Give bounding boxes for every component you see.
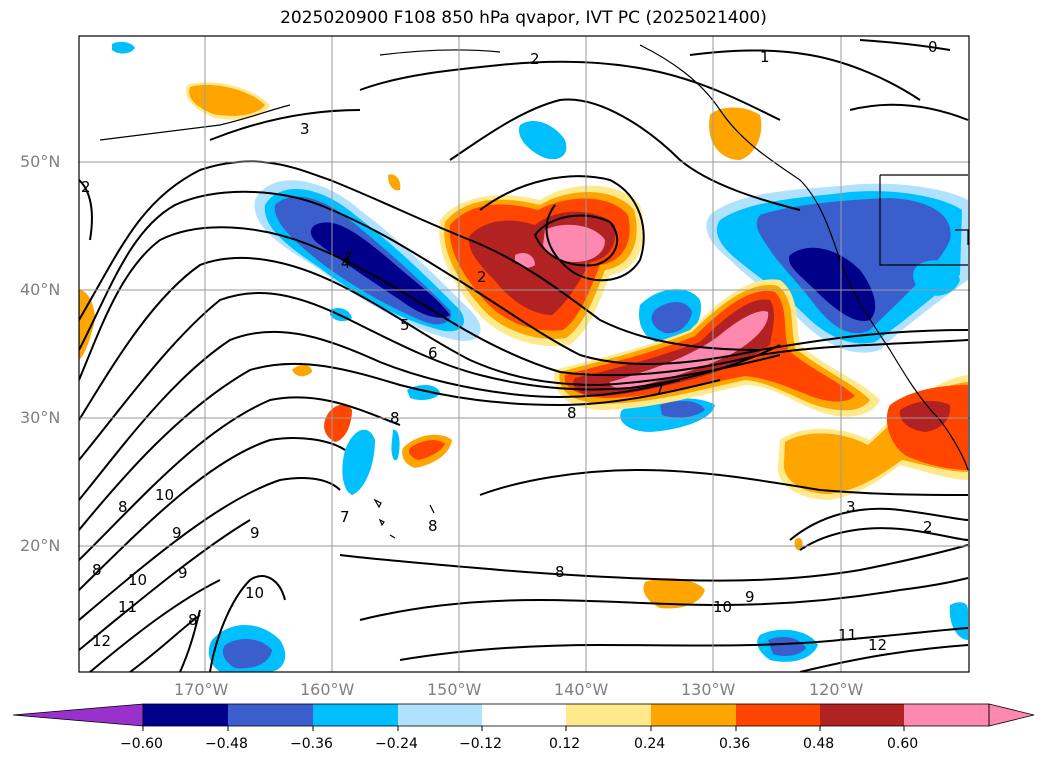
map-frame <box>78 35 970 673</box>
colorbar-tick-label: 0.48 <box>803 736 835 752</box>
colorbar-tick-label: 0.36 <box>719 736 751 752</box>
lat-label-20n: 20°N <box>20 536 61 555</box>
svg-text:8: 8 <box>390 409 400 427</box>
colorbar-swatch <box>482 704 566 726</box>
colorbar-tick-label: −0.48 <box>205 736 248 752</box>
svg-text:7: 7 <box>343 249 353 267</box>
svg-text:2: 2 <box>81 178 91 196</box>
svg-text:9: 9 <box>172 524 182 542</box>
colorbar-swatch <box>228 704 313 726</box>
colorbar-tick-label: −0.36 <box>290 736 333 752</box>
svg-text:2: 2 <box>530 50 540 68</box>
colorbar <box>12 703 1035 731</box>
svg-text:6: 6 <box>428 344 438 362</box>
svg-text:9: 9 <box>250 524 260 542</box>
svg-text:2: 2 <box>923 518 933 536</box>
svg-text:3: 3 <box>300 120 310 138</box>
ivt-contours <box>79 39 969 672</box>
svg-text:10: 10 <box>128 571 147 589</box>
svg-text:7: 7 <box>340 508 350 526</box>
colorbar-swatch <box>651 704 736 726</box>
graticule <box>79 36 969 672</box>
colorbar-swatch <box>904 704 989 726</box>
svg-text:8: 8 <box>118 498 128 516</box>
colorbar-tick-label: 0.24 <box>634 736 666 752</box>
svg-text:12: 12 <box>92 632 111 650</box>
colorbar-swatch <box>736 704 820 726</box>
lon-label-160w: 160°W <box>300 680 355 699</box>
svg-text:8: 8 <box>188 611 198 629</box>
svg-text:2: 2 <box>477 268 487 286</box>
svg-text:8: 8 <box>567 404 577 422</box>
svg-text:8: 8 <box>92 561 102 579</box>
map-title: 2025020900 F108 850 hPa qvapor, IVT PC (… <box>280 8 767 28</box>
svg-text:9: 9 <box>745 588 755 606</box>
svg-text:10: 10 <box>713 598 732 616</box>
svg-text:5: 5 <box>400 316 410 334</box>
colorbar-swatch <box>398 704 482 726</box>
colorbar-under-extend <box>12 703 144 727</box>
contour-labels: 2 1 0 3 2 2 4 5 6 7 8 8 10 9 8 7 10 9 9 … <box>81 38 938 654</box>
svg-text:11: 11 <box>118 598 137 616</box>
svg-text:10: 10 <box>155 486 174 504</box>
colorbar-swatch <box>313 704 398 726</box>
colorbar-tick-label: −0.24 <box>375 736 418 752</box>
colorbar-swatch <box>143 704 228 726</box>
svg-text:9: 9 <box>178 564 188 582</box>
colorbar-tick-label: −0.12 <box>459 736 502 752</box>
colorbar-tick-label: −0.60 <box>120 736 163 752</box>
svg-text:7: 7 <box>655 380 665 398</box>
svg-text:10: 10 <box>245 584 264 602</box>
lat-label-40n: 40°N <box>20 280 61 299</box>
svg-text:3: 3 <box>846 498 856 516</box>
lat-label-30n: 30°N <box>20 408 61 427</box>
colorbar-tick-label: 0.60 <box>887 736 919 752</box>
colorbar-swatch <box>566 704 651 726</box>
lat-label-50n: 50°N <box>20 152 61 171</box>
svg-text:8: 8 <box>555 563 565 581</box>
svg-text:12: 12 <box>868 636 887 654</box>
svg-text:1: 1 <box>760 48 770 66</box>
lon-label-150w: 150°W <box>427 680 482 699</box>
colorbar-over-extend <box>988 703 1035 727</box>
lon-label-140w: 140°W <box>554 680 609 699</box>
svg-text:11: 11 <box>838 626 857 644</box>
negative-anomaly-shading <box>112 41 968 672</box>
lon-label-130w: 130°W <box>681 680 736 699</box>
svg-text:0: 0 <box>928 38 938 56</box>
lon-label-120w: 120°W <box>809 680 864 699</box>
lon-label-170w: 170°W <box>174 680 229 699</box>
colorbar-swatch <box>820 704 904 726</box>
coastlines <box>99 44 969 539</box>
svg-text:8: 8 <box>428 517 438 535</box>
colorbar-tick-label: 0.12 <box>549 736 581 752</box>
svg-text:4: 4 <box>341 254 351 272</box>
